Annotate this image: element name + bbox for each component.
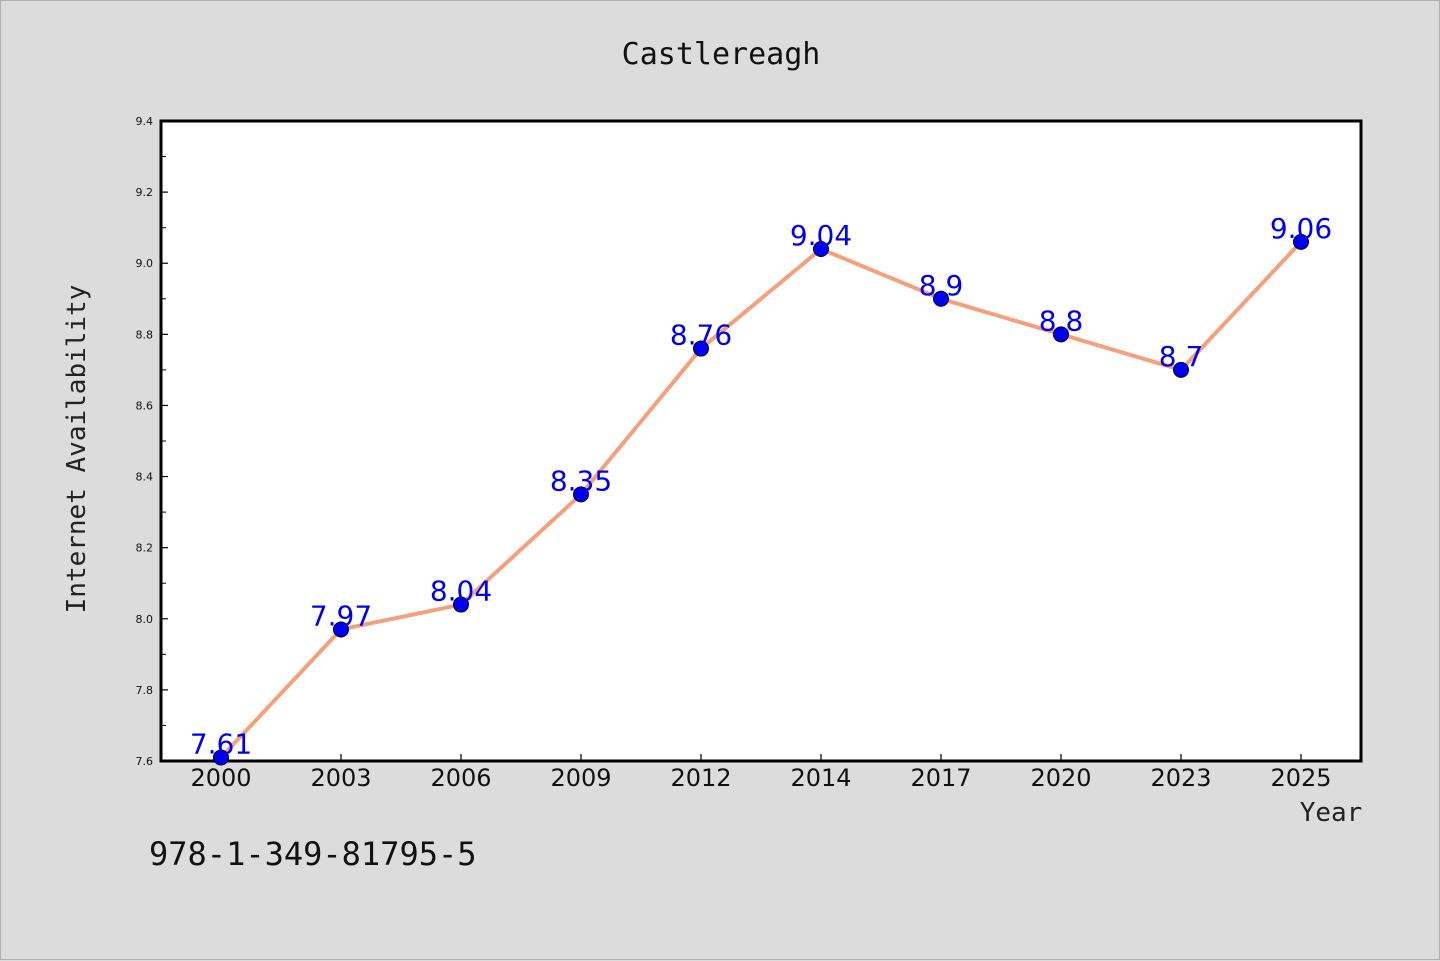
x-tick-label: 2006 [430, 764, 491, 792]
data-label: 7.97 [310, 599, 372, 632]
x-tick-label: 2012 [670, 764, 731, 792]
x-tick-label: 2020 [1030, 764, 1091, 792]
data-label: 8.8 [1039, 304, 1084, 337]
y-tick-label: 8.8 [136, 328, 154, 341]
data-label: 8.35 [550, 464, 612, 497]
x-tick-label: 2017 [910, 764, 971, 792]
x-tick-label: 2023 [1150, 764, 1211, 792]
x-tick-label: 2003 [310, 764, 371, 792]
x-tick-label: 2014 [790, 764, 851, 792]
y-tick-label: 8.6 [136, 399, 154, 412]
data-label: 9.04 [790, 219, 852, 252]
data-label: 8.76 [670, 319, 732, 352]
data-point [1173, 361, 1189, 378]
plot-area [159, 119, 1363, 763]
data-point [693, 340, 709, 357]
chart-title: Castlereagh [622, 37, 821, 72]
x-axis: 2000 2003 2006 2009 2012 2014 2017 2020 2023 2025 [190, 754, 1332, 792]
data-label: 8.9 [919, 269, 964, 302]
data-label: 9.06 [1270, 212, 1332, 245]
data-label: 8.7 [1159, 340, 1204, 373]
series-line [219, 240, 1303, 759]
y-tick-label: 8.2 [136, 542, 154, 555]
data-label: 7.61 [190, 727, 252, 760]
y-axis: 7.6 7.8 8.0 8.2 8.4 8.6 8.8 9.0 9.2 9.4 [136, 115, 168, 768]
data-point [933, 290, 949, 307]
x-axis-label: Year [1300, 798, 1363, 828]
data-point [213, 749, 229, 766]
y-tick-label: 9.0 [136, 257, 154, 270]
data-point [813, 241, 829, 257]
x-tick-label: 2000 [190, 764, 251, 792]
data-point [453, 596, 469, 613]
x-tick-label: 2009 [550, 764, 611, 792]
data-point [1293, 233, 1309, 250]
series-markers [213, 233, 1309, 766]
data-point [333, 621, 349, 638]
y-axis-label: Internet Availability [62, 285, 92, 614]
data-point [1053, 326, 1069, 343]
x-tick-label: 2025 [1270, 764, 1331, 792]
data-label: 8.04 [430, 575, 492, 608]
isbn-caption: 978-1-349-81795-5 [149, 835, 477, 873]
y-tick-label: 9.4 [136, 115, 154, 128]
data-point [573, 486, 589, 503]
y-tick-label: 9.2 [136, 186, 154, 199]
data-labels: 7.61 7.97 8.04 8.35 8.76 9.04 8.9 8.8 8.7 9.06 [190, 212, 1332, 761]
y-tick-label: 7.6 [136, 755, 154, 768]
y-tick-label: 7.8 [136, 684, 154, 697]
y-tick-label: 8.0 [136, 613, 154, 626]
y-tick-label: 8.4 [136, 471, 154, 484]
